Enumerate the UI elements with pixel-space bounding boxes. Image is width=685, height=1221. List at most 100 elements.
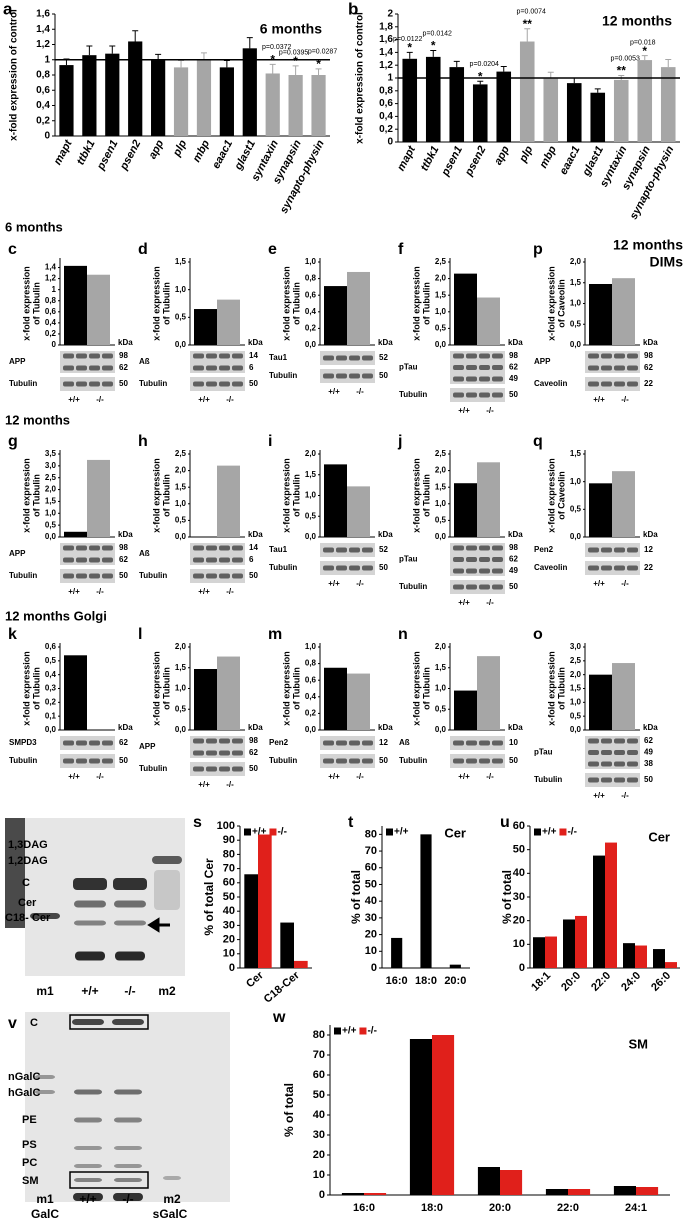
blot-band: [453, 584, 464, 590]
kda-value: 62: [509, 555, 518, 564]
bar: [294, 960, 308, 968]
blot-band: [63, 365, 74, 371]
y-tick-label: 0,5: [45, 520, 57, 529]
blot-band: [466, 376, 477, 382]
bar: [324, 667, 347, 730]
bar: [82, 55, 97, 136]
blot-band: [206, 545, 217, 551]
blot-band: [102, 573, 113, 579]
kda-value: 12: [379, 738, 388, 747]
bar: [605, 842, 617, 968]
x-tick-label: psen1: [439, 144, 465, 179]
bar: [425, 56, 441, 142]
x-tick-label: 18:0: [421, 1202, 443, 1214]
y-tick-label: 30: [223, 919, 235, 931]
y-tick-label: 0,4: [305, 692, 317, 701]
x-tick-label: eaac1: [558, 144, 583, 177]
kda-value: 14: [249, 351, 258, 360]
y-axis-label: % of total: [282, 1083, 296, 1137]
blot-band: [479, 376, 490, 382]
kda-label: kDa: [118, 338, 133, 347]
kda-value: 62: [509, 363, 518, 372]
blot-label: Tubulin: [534, 775, 562, 784]
gel-band: [74, 900, 106, 908]
blot-image: [190, 377, 245, 391]
y-axis-label: % of total Cer: [202, 858, 216, 936]
blot-band: [466, 392, 477, 398]
blot-band: [102, 353, 113, 359]
genotype-label: +/+: [68, 587, 80, 596]
kda-value: 50: [509, 756, 518, 765]
y-tick-label: 0,2: [45, 697, 57, 706]
y-tick-label: 0,0: [305, 532, 317, 541]
lane-label: +/+: [81, 984, 98, 998]
y-tick-label: 90: [223, 834, 235, 846]
blot-band: [102, 557, 113, 563]
bar: [660, 67, 676, 142]
bar: [612, 471, 635, 537]
gel-band: [74, 1178, 102, 1182]
bar: [449, 67, 465, 142]
lane-sublabel: GalC: [31, 1207, 59, 1221]
bar: [449, 964, 461, 968]
error-bar: [665, 58, 672, 68]
kda-value: 50: [509, 582, 518, 591]
arrow: [147, 917, 170, 933]
y-axis-label: x-fold expression: [411, 651, 421, 726]
p-value: p=0.0395: [279, 50, 308, 57]
y-tick-label: 2,5: [175, 449, 187, 458]
panel-letter: d: [138, 241, 148, 258]
y-tick-label: 1,6: [379, 34, 393, 45]
blot-band: [193, 750, 204, 756]
kda-label: kDa: [643, 723, 658, 732]
blot-band: [362, 758, 373, 764]
bar: [87, 274, 110, 345]
blot-band: [627, 738, 638, 744]
bar: [173, 67, 189, 136]
blot-band: [89, 573, 100, 579]
section-title: DIMs: [650, 254, 684, 270]
blot-band: [193, 365, 204, 371]
y-tick-label: 10: [365, 945, 377, 957]
y-axis-label: of Tubulin: [291, 667, 301, 710]
error-bar: [500, 65, 507, 72]
y-tick-label: 1: [44, 54, 50, 65]
kda-value: 62: [119, 738, 128, 747]
bar: [280, 922, 294, 968]
blot-image: [450, 736, 505, 750]
kda-label: kDa: [378, 338, 393, 347]
blot-band: [76, 545, 87, 551]
y-axis-label: of Tubulin: [421, 667, 431, 710]
blot-image: [320, 543, 375, 557]
blot-band: [492, 392, 503, 398]
y-tick-label: 3,5: [45, 449, 57, 458]
y-tick-label: 0,4: [36, 100, 50, 111]
x-tick-label: 18:0: [415, 975, 437, 987]
blot-band: [63, 758, 74, 764]
p-value: p=0.0122: [393, 36, 422, 43]
error-bar: [571, 77, 578, 84]
blot-band: [336, 758, 347, 764]
bar: [341, 1193, 364, 1195]
y-tick-label: 0,4: [379, 111, 393, 122]
kda-value: 52: [379, 353, 388, 362]
legend-swatch: [359, 1027, 367, 1035]
y-tick-label: 60: [365, 862, 377, 874]
y-tick-label: 1,5: [435, 290, 447, 299]
bar: [64, 655, 87, 730]
y-tick-label: 2,0: [435, 274, 447, 283]
bar: [196, 60, 212, 137]
blot-band: [336, 373, 347, 379]
x-tick-label: 22:0: [557, 1202, 579, 1214]
y-tick-label: 0,8: [305, 659, 317, 668]
significance-star: *: [478, 69, 483, 83]
lane-label: m1: [36, 984, 54, 998]
y-tick-label: 1,5: [435, 482, 447, 491]
significance-star: **: [523, 17, 533, 31]
gel-band: [35, 1090, 55, 1094]
x-tick-label: mbp: [191, 138, 213, 164]
y-tick-label: 1,0: [175, 684, 187, 693]
bar: [613, 1186, 636, 1195]
blot-image: [585, 561, 640, 575]
